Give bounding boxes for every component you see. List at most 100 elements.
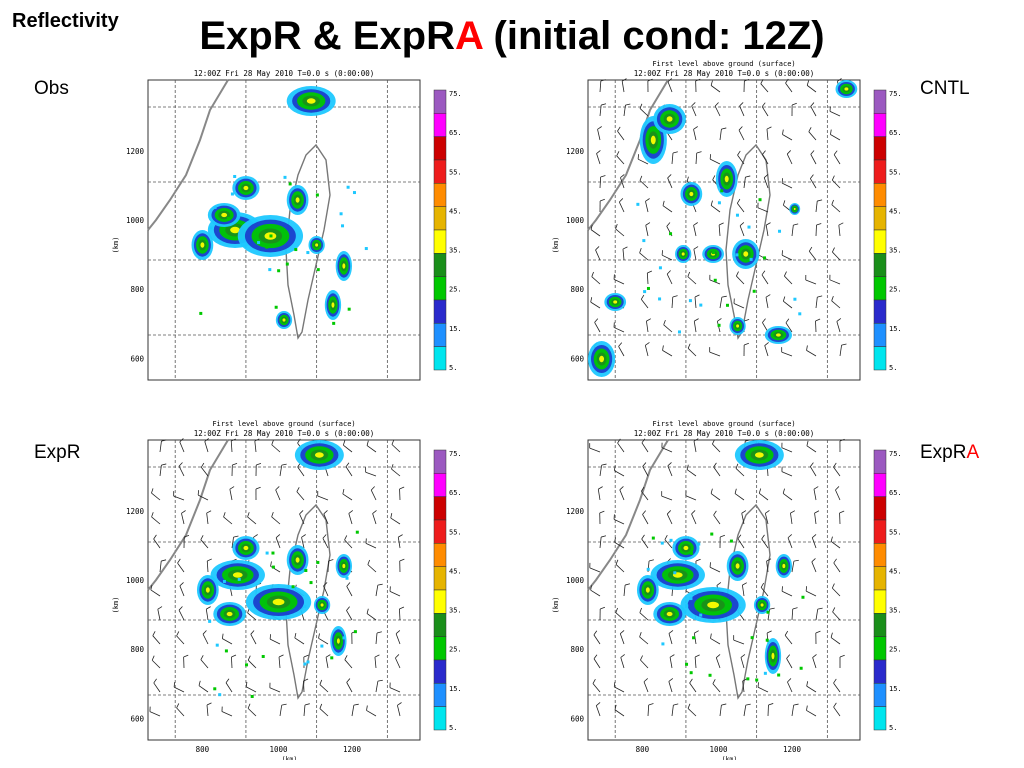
y-tick-label: 1200 xyxy=(126,507,145,516)
colorbar-label: 65. xyxy=(889,489,902,497)
colorbar-swatch xyxy=(433,543,447,567)
label-cntl-text: CNTL xyxy=(920,78,970,99)
panel-header-time: 12:00Z Fri 28 May 2010 T=0.0 s (0:00:00) xyxy=(634,429,815,438)
x-tick-label: 1000 xyxy=(270,745,289,754)
figure-panel-cntl: First level above ground (surface) 12:00Z… xyxy=(548,60,928,400)
panel-figure-svg: First level above ground (surface)12:00Z… xyxy=(552,60,902,381)
y-axis-label: (km) xyxy=(112,597,120,614)
panel-header-time: 12:00Z Fri 28 May 2010 T=0.0 s (0:00:00) xyxy=(634,69,815,78)
slide-tag: Reflectivity xyxy=(12,10,119,32)
colorbar: 75. 65. 55. 45. 35. 25. 15. 5. xyxy=(433,89,462,372)
panel-figure-svg: First level above ground (surface)12:00Z… xyxy=(552,420,902,760)
colorbar-swatch xyxy=(873,519,887,544)
colorbar-label: 5. xyxy=(449,724,457,732)
figure-panel-expra: First level above ground (surface) 12:00Z… xyxy=(548,420,928,760)
colorbar-swatch xyxy=(433,136,447,161)
panel-header-time: 12:00Z Fri 28 May 2010 T=0.0 s (0:00:00) xyxy=(194,69,375,78)
colorbar-swatch xyxy=(873,659,887,684)
y-tick-label: 800 xyxy=(570,285,584,294)
colorbar: 75. 65. 55. 45. 35. 25. 15. 5. xyxy=(873,449,902,732)
colorbar-swatch xyxy=(873,613,887,637)
colorbar-label: 65. xyxy=(449,129,462,137)
colorbar-swatch xyxy=(433,473,447,497)
reflectivity-echoes xyxy=(636,440,805,682)
colorbar-swatch xyxy=(433,636,447,661)
colorbar-label: 15. xyxy=(889,325,902,333)
colorbar-label: 75. xyxy=(449,90,462,98)
colorbar-label: 25. xyxy=(889,286,902,294)
colorbar-label: 55. xyxy=(449,168,462,176)
colorbar-label: 55. xyxy=(889,528,902,536)
title-red-letter: A xyxy=(454,14,483,58)
colorbar-swatch xyxy=(433,589,447,614)
colorbar-swatch xyxy=(433,206,447,231)
y-tick-label: 1000 xyxy=(566,216,585,225)
x-tick-label: 1000 xyxy=(710,745,729,754)
y-tick-label: 600 xyxy=(130,354,144,363)
colorbar-label: 5. xyxy=(889,364,897,372)
colorbar-label: 75. xyxy=(889,450,902,458)
label-expr-text: ExpR xyxy=(34,442,81,463)
colorbar-swatch xyxy=(433,659,447,684)
y-tick-label: 800 xyxy=(570,645,584,654)
colorbar-label: 25. xyxy=(889,646,902,654)
colorbar-swatch xyxy=(433,566,447,591)
label-obs-text: Obs xyxy=(34,78,69,99)
y-axis-label: (km) xyxy=(552,237,560,254)
colorbar-swatch xyxy=(433,253,447,277)
colorbar-label: 15. xyxy=(889,685,902,693)
label-obs: Obs xyxy=(34,78,69,100)
y-tick-label: 1000 xyxy=(566,576,585,585)
colorbar-swatch xyxy=(433,706,447,731)
colorbar-label: 55. xyxy=(889,168,902,176)
y-tick-label: 1000 xyxy=(126,576,145,585)
colorbar-swatch xyxy=(433,276,447,301)
y-tick-label: 600 xyxy=(570,714,584,723)
reflectivity-echoes xyxy=(588,80,858,377)
colorbar-label: 5. xyxy=(889,724,897,732)
colorbar-swatch xyxy=(873,636,887,661)
panel-header-time: 12:00Z Fri 28 May 2010 T=0.0 s (0:00:00) xyxy=(194,429,375,438)
colorbar-swatch xyxy=(873,299,887,324)
colorbar-swatch xyxy=(873,346,887,371)
colorbar-swatch xyxy=(873,566,887,591)
panel-header-field: First level above ground (surface) xyxy=(652,420,795,428)
panel-figure-svg: First level above ground (surface)12:00Z… xyxy=(112,420,462,760)
label-expra: ExpRA xyxy=(920,442,979,464)
colorbar-swatch xyxy=(873,323,887,347)
x-axis-label: (km) xyxy=(722,755,738,760)
title-part2: (initial cond: 12Z) xyxy=(482,14,825,58)
colorbar: 75. 65. 55. 45. 35. 25. 15. 5. xyxy=(873,89,902,372)
colorbar-label: 35. xyxy=(889,247,902,255)
colorbar-label: 65. xyxy=(449,489,462,497)
colorbar-label: 75. xyxy=(889,90,902,98)
colorbar-swatch xyxy=(873,89,887,114)
colorbar-label: 45. xyxy=(889,207,902,215)
colorbar-swatch xyxy=(433,496,447,521)
coastline xyxy=(587,439,771,700)
colorbar-label: 15. xyxy=(449,685,462,693)
colorbar: 75. 65. 55. 45. 35. 25. 15. 5. xyxy=(433,449,462,732)
colorbar-label: 45. xyxy=(449,567,462,575)
label-expra-text: ExpR xyxy=(920,442,967,463)
colorbar-label: 45. xyxy=(449,207,462,215)
colorbar-swatch xyxy=(433,613,447,637)
x-tick-label: 1200 xyxy=(783,745,802,754)
x-tick-label: 800 xyxy=(636,745,650,754)
x-tick-label: 1200 xyxy=(343,745,362,754)
colorbar-swatch xyxy=(873,589,887,614)
y-tick-label: 1200 xyxy=(566,507,585,516)
latlon-grid xyxy=(588,440,860,740)
label-expr: ExpR xyxy=(34,442,80,464)
colorbar-label: 55. xyxy=(449,528,462,536)
y-tick-label: 1000 xyxy=(126,216,145,225)
label-cntl: CNTL xyxy=(920,78,970,100)
colorbar-label: 65. xyxy=(889,129,902,137)
latlon-grid xyxy=(148,440,420,740)
colorbar-swatch xyxy=(873,159,887,184)
y-tick-label: 1200 xyxy=(566,147,585,156)
x-axis-label: (km) xyxy=(282,755,298,760)
reflectivity-echoes xyxy=(191,86,368,329)
colorbar-label: 35. xyxy=(449,607,462,615)
y-axis-label: (km) xyxy=(112,237,120,254)
